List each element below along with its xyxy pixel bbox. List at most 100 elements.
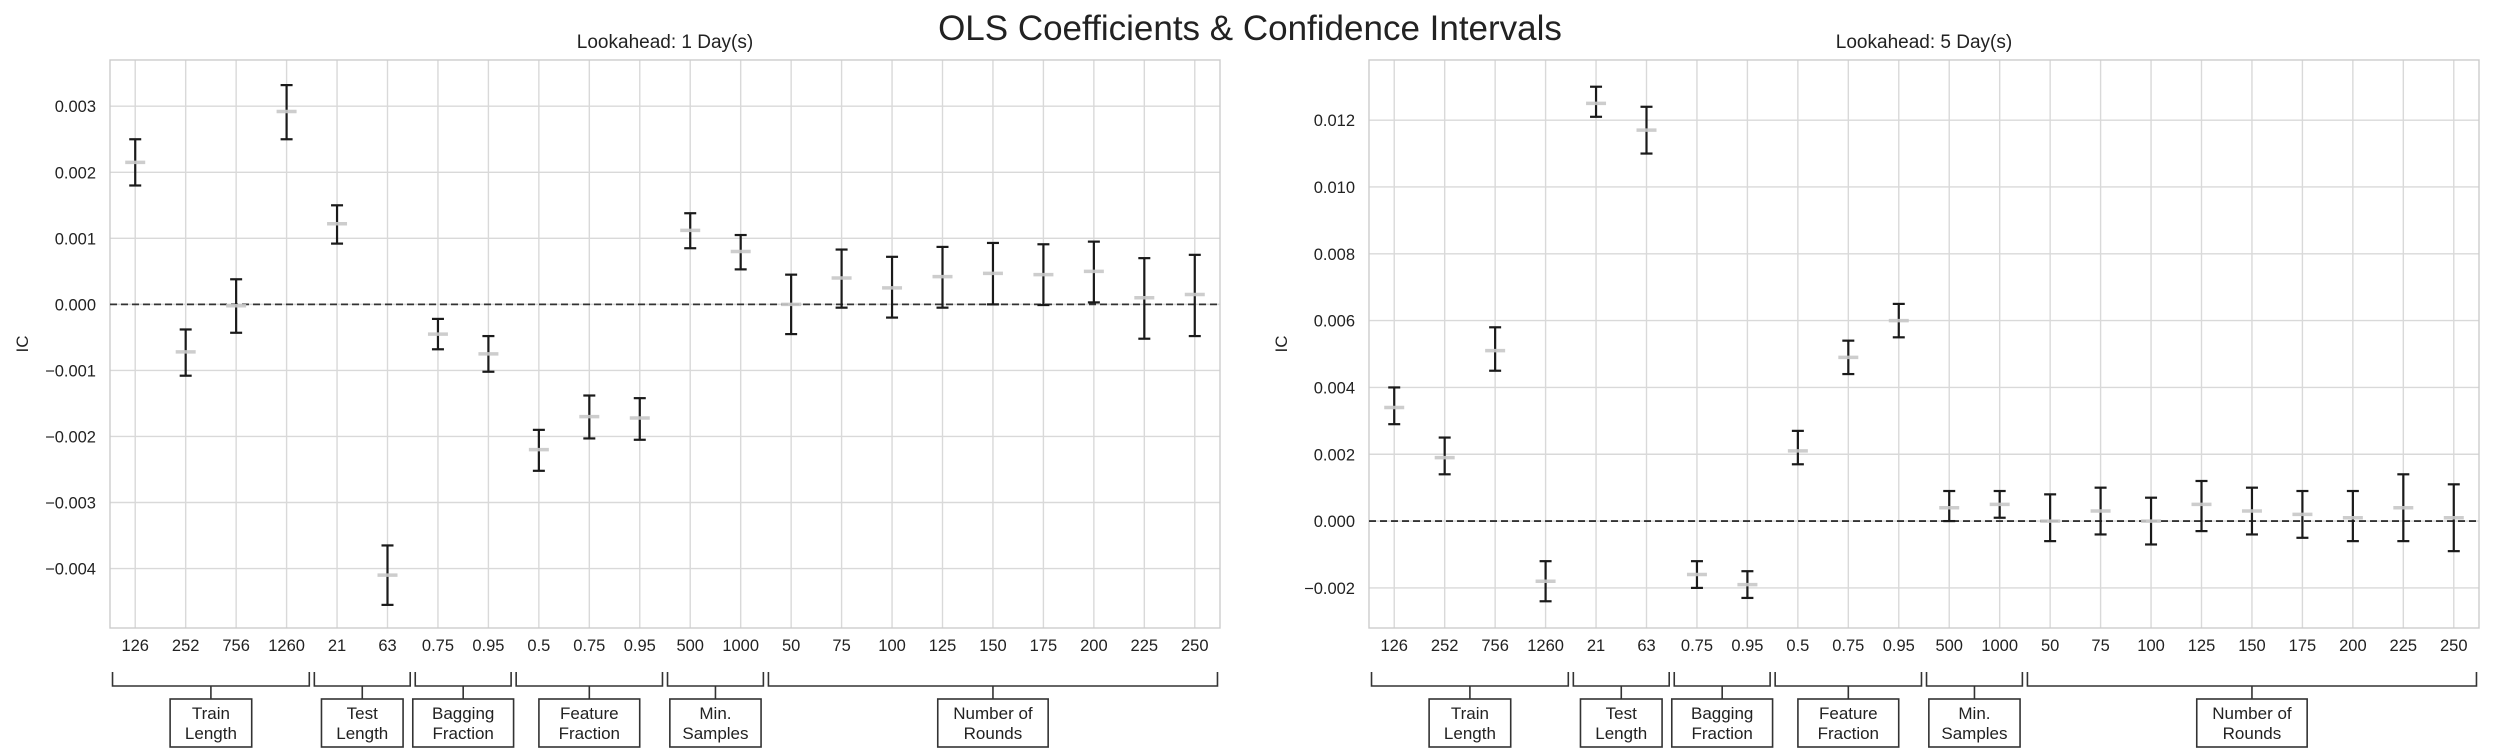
x-tick-label: 250	[2440, 637, 2468, 655]
group-label: Rounds	[964, 724, 1023, 743]
errorbar-15	[2141, 496, 2162, 546]
x-tick-label: 150	[979, 637, 1007, 655]
group-label: Test	[347, 704, 378, 723]
x-tick-label: 0.75	[422, 637, 454, 655]
bracket-line	[2026, 672, 2478, 699]
errorbar-11	[680, 212, 701, 250]
group-label: Bagging	[432, 704, 494, 723]
bracket-line	[313, 672, 412, 699]
errorbar-9	[1838, 339, 1859, 376]
panel-title: Lookahead: 5 Day(s)	[1836, 32, 2012, 53]
errorbar-6	[1686, 560, 1707, 590]
errorbar-14	[2090, 486, 2111, 536]
x-tick-label: 1260	[1527, 637, 1564, 655]
errorbar-13	[781, 273, 802, 336]
panel-title: Lookahead: 1 Day(s)	[577, 32, 753, 53]
x-tick-label: 756	[1481, 637, 1509, 655]
errorbar-16	[932, 245, 953, 309]
x-tick-label: 756	[222, 637, 250, 655]
group-label: Rounds	[2223, 724, 2282, 743]
y-tick-label: 0.006	[1314, 313, 1355, 331]
errorbar-6	[427, 317, 448, 351]
y-tick-label: −0.002	[1304, 580, 1355, 598]
x-tick-label: 63	[1637, 637, 1655, 655]
group-label-box	[669, 698, 762, 748]
x-tick-label: 1260	[268, 637, 305, 655]
x-tick-label: 100	[878, 637, 906, 655]
group-label: Number of	[2212, 704, 2292, 723]
y-tick-label: −0.001	[45, 362, 96, 380]
y-tick-label: 0.002	[1314, 446, 1355, 464]
x-tick-label: 0.5	[1786, 637, 1809, 655]
x-tick-label: 75	[2091, 637, 2109, 655]
group-label: Fraction	[559, 724, 620, 743]
group-label: Samples	[682, 724, 748, 743]
errorbar-13	[2040, 493, 2061, 543]
errorbar-7	[1737, 570, 1758, 600]
y-tick-label: 0.003	[55, 98, 96, 116]
x-tick-label: 175	[1030, 637, 1058, 655]
group-label: Feature	[1819, 704, 1878, 723]
group-label-box	[169, 698, 253, 748]
group-label: Min.	[699, 704, 731, 723]
x-tick-label: 126	[121, 637, 149, 655]
errorbar-0	[125, 138, 146, 187]
x-tick-label: 150	[2238, 637, 2266, 655]
errorbar-1	[1434, 436, 1455, 476]
errorbar-14	[831, 248, 852, 309]
x-tick-label: 0.5	[527, 637, 550, 655]
x-tick-label: 0.75	[1832, 637, 1864, 655]
x-tick-label: 175	[2289, 637, 2317, 655]
errorbar-17	[982, 241, 1003, 306]
group-label-box	[1579, 698, 1663, 748]
x-tick-label: 225	[2390, 637, 2418, 655]
x-tick-label: 225	[1131, 637, 1159, 655]
group-label: Samples	[1941, 724, 2007, 743]
group-label-box	[1428, 698, 1512, 748]
chart-panel-5d: 0.012 0.010 0.008 0.006 0.004 0.002 0.000 −0.00…	[1272, 32, 2480, 748]
errorbar-2	[1485, 326, 1506, 372]
x-tick-label: 0.95	[472, 637, 504, 655]
errorbar-17	[2241, 486, 2262, 536]
errorbar-9	[579, 394, 600, 440]
x-tick-label: 252	[1431, 637, 1459, 655]
errorbar-19	[1083, 240, 1104, 304]
x-tick-label: 0.95	[1731, 637, 1763, 655]
group-label-box	[936, 698, 1049, 748]
bracket-line	[414, 672, 512, 699]
errorbar-15	[882, 255, 903, 319]
y-tick-label: 0.004	[1314, 379, 1355, 397]
x-tick-label: 500	[1935, 637, 1963, 655]
y-tick-label: 0.000	[55, 296, 96, 314]
errorbar-8	[1787, 429, 1808, 466]
x-tick-label: 50	[782, 637, 800, 655]
group-label: Length	[1444, 724, 1496, 743]
x-tick-label: 63	[378, 637, 396, 655]
errorbar-20	[1134, 257, 1155, 340]
group-label: Train	[192, 704, 230, 723]
y-tick-label: 0.012	[1314, 112, 1355, 130]
x-tick-label: 0.75	[573, 637, 605, 655]
x-tick-label: 125	[2188, 637, 2216, 655]
group-label: Min.	[1958, 704, 1990, 723]
errorbar-4	[327, 204, 348, 245]
x-tick-label: 0.95	[624, 637, 656, 655]
y-axis-label: IC	[13, 336, 32, 353]
y-tick-label: 0.008	[1314, 246, 1355, 264]
plot-frame	[109, 59, 1221, 629]
bracket-line	[1925, 672, 2024, 699]
y-tick-label: −0.003	[45, 495, 96, 513]
bracket-line	[1673, 672, 1771, 699]
group-label: Feature	[560, 704, 619, 723]
chart-panel-1d: 0.003 0.002 0.001 0.000 −0.001 −0.002 −0.003 −0…	[13, 32, 1221, 748]
group-label: Length	[1595, 724, 1647, 743]
group-label-box	[320, 698, 404, 748]
errorbar-7	[478, 334, 499, 373]
x-tick-label: 200	[1080, 637, 1108, 655]
group-label: Length	[336, 724, 388, 743]
x-tick-label: 252	[172, 637, 200, 655]
errorbar-5	[377, 544, 398, 606]
